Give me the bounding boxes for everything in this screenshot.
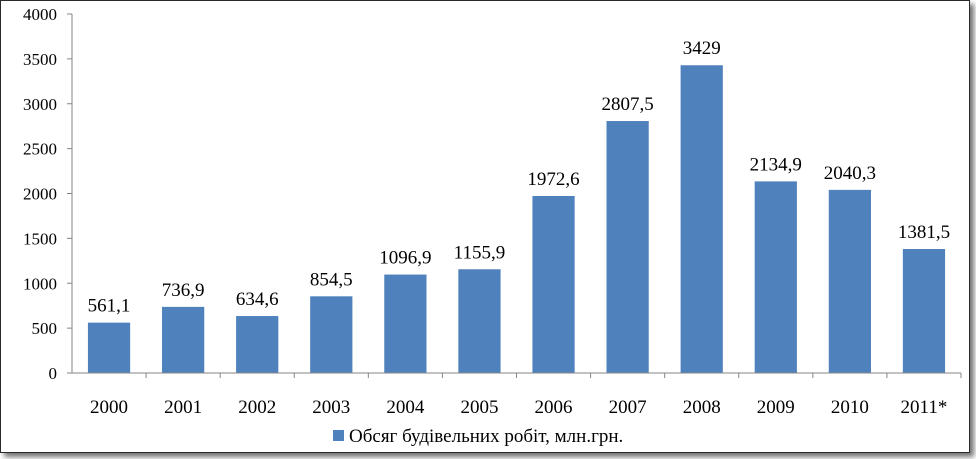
bar-2011: [902, 249, 946, 373]
data-label: 634,6: [236, 289, 279, 310]
x-tick-label: 2004: [386, 397, 425, 418]
y-tick-label: 2000: [23, 185, 57, 204]
data-label: 561,1: [88, 296, 131, 317]
y-axis-ticks: 0 500 1000 1500 2000 2500 3000 3500 4000: [23, 5, 72, 383]
legend-label: Обсяг будівельних робіт, млн.грн.: [349, 426, 623, 447]
data-label: 854,5: [310, 269, 353, 290]
bar-2002: [236, 316, 279, 373]
data-label: 1155,9: [454, 242, 506, 263]
x-tick-label: 2002: [238, 397, 276, 418]
x-tick-label: 2008: [683, 397, 721, 418]
axes: [71, 14, 962, 378]
x-tick-label: 2005: [460, 397, 498, 418]
data-label: 2134,9: [750, 154, 802, 175]
x-tick-label: 2001: [164, 397, 202, 418]
bar-2000: [87, 322, 131, 373]
y-tick-label: 3500: [23, 50, 57, 69]
x-tick-label: 2006: [535, 397, 573, 418]
bar-2004: [384, 274, 427, 373]
legend: Обсяг будівельних робіт, млн.грн.: [333, 426, 623, 447]
legend-swatch: [333, 430, 344, 441]
y-tick-label: 4000: [23, 5, 57, 24]
bar-2001: [162, 306, 205, 373]
y-tick-label: 0: [49, 364, 58, 383]
data-label: 1096,9: [379, 248, 431, 269]
bar-2006: [532, 195, 575, 373]
bar-2003: [310, 296, 353, 373]
bar-2009: [754, 181, 797, 373]
data-label: 736,9: [162, 280, 205, 301]
y-tick-label: 500: [32, 319, 58, 338]
bar-2010: [828, 189, 871, 373]
x-tick-label: 2011*: [901, 397, 948, 418]
bars: [87, 65, 946, 373]
x-tick-label: 2007: [609, 397, 647, 418]
y-tick-label: 2500: [23, 140, 57, 159]
x-axis-labels: 2000 2001 2002 2003 2004 2005 2006 2007 2008 2009…: [90, 397, 947, 418]
x-tick-label: 2003: [312, 397, 350, 418]
y-tick-label: 3000: [23, 95, 57, 114]
data-label: 3429: [683, 38, 721, 59]
data-label: 2040,3: [824, 163, 876, 184]
y-tick-label: 1500: [23, 229, 57, 248]
bar-2007: [606, 121, 649, 373]
data-labels: 561,1 736,9 634,6 854,5 1096,9 1155,9 1972,6 28…: [88, 38, 950, 316]
data-label: 1972,6: [527, 169, 579, 190]
data-label: 2807,5: [602, 94, 654, 115]
bar-2008: [680, 65, 723, 373]
x-tick-label: 2010: [831, 397, 869, 418]
x-tick-label: 2009: [757, 397, 795, 418]
x-tick-label: 2000: [90, 397, 128, 418]
data-label: 1381,5: [898, 222, 950, 243]
y-tick-label: 1000: [23, 274, 57, 293]
bar-2005: [458, 269, 501, 373]
